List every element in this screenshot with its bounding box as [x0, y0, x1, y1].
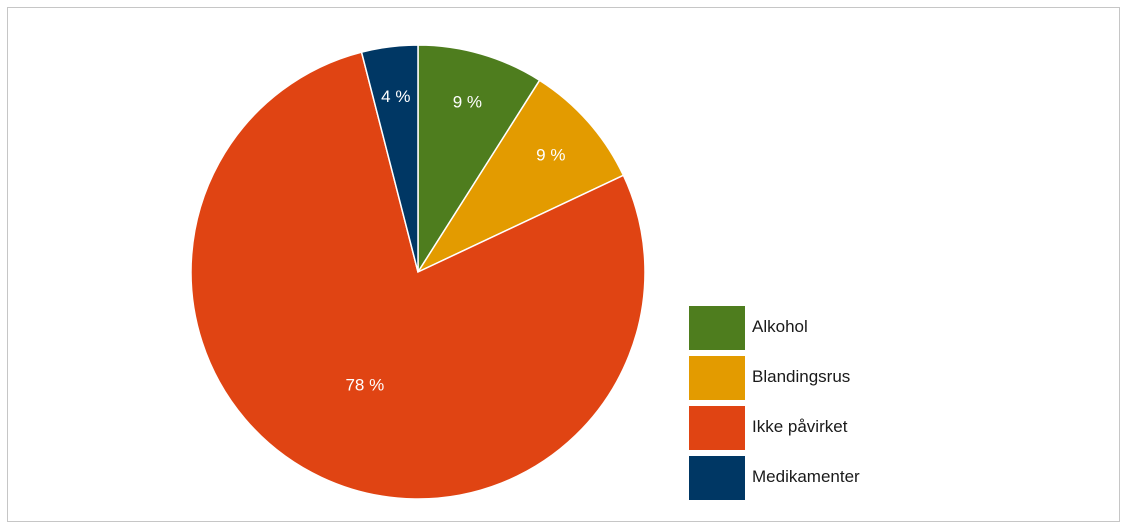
legend-item-ikke-pavirket: Ikke påvirket — [689, 406, 949, 450]
legend-label-ikke-pavirket: Ikke påvirket — [752, 417, 848, 436]
slice-label-1: 9 % — [536, 145, 565, 164]
legend-swatch-blandingsrus — [689, 356, 745, 400]
legend-swatch-medikamenter — [689, 456, 745, 500]
legend-item-alkohol: Alkohol — [689, 306, 949, 350]
pie-slice-2 — [190, 51, 646, 500]
legend: Alkohol Blandingsrus Ikke påvirket Medik… — [689, 306, 949, 506]
pie-slice-0 — [417, 44, 541, 275]
pie-slice-3 — [360, 44, 419, 273]
slice-label-0: 9 % — [453, 92, 482, 111]
legend-swatch-alkohol — [689, 306, 745, 350]
legend-item-medikamenter: Medikamenter — [689, 456, 949, 500]
legend-item-blandingsrus: Blandingsrus — [689, 356, 949, 400]
slice-label-3: 4 % — [381, 87, 410, 106]
slice-label-2: 78 % — [345, 375, 384, 394]
legend-swatch-ikke-pavirket — [689, 406, 745, 450]
legend-label-alkohol: Alkohol — [752, 317, 808, 336]
pie-slice-1 — [415, 79, 625, 274]
legend-label-medikamenter: Medikamenter — [752, 467, 860, 486]
legend-label-blandingsrus: Blandingsrus — [752, 367, 851, 386]
